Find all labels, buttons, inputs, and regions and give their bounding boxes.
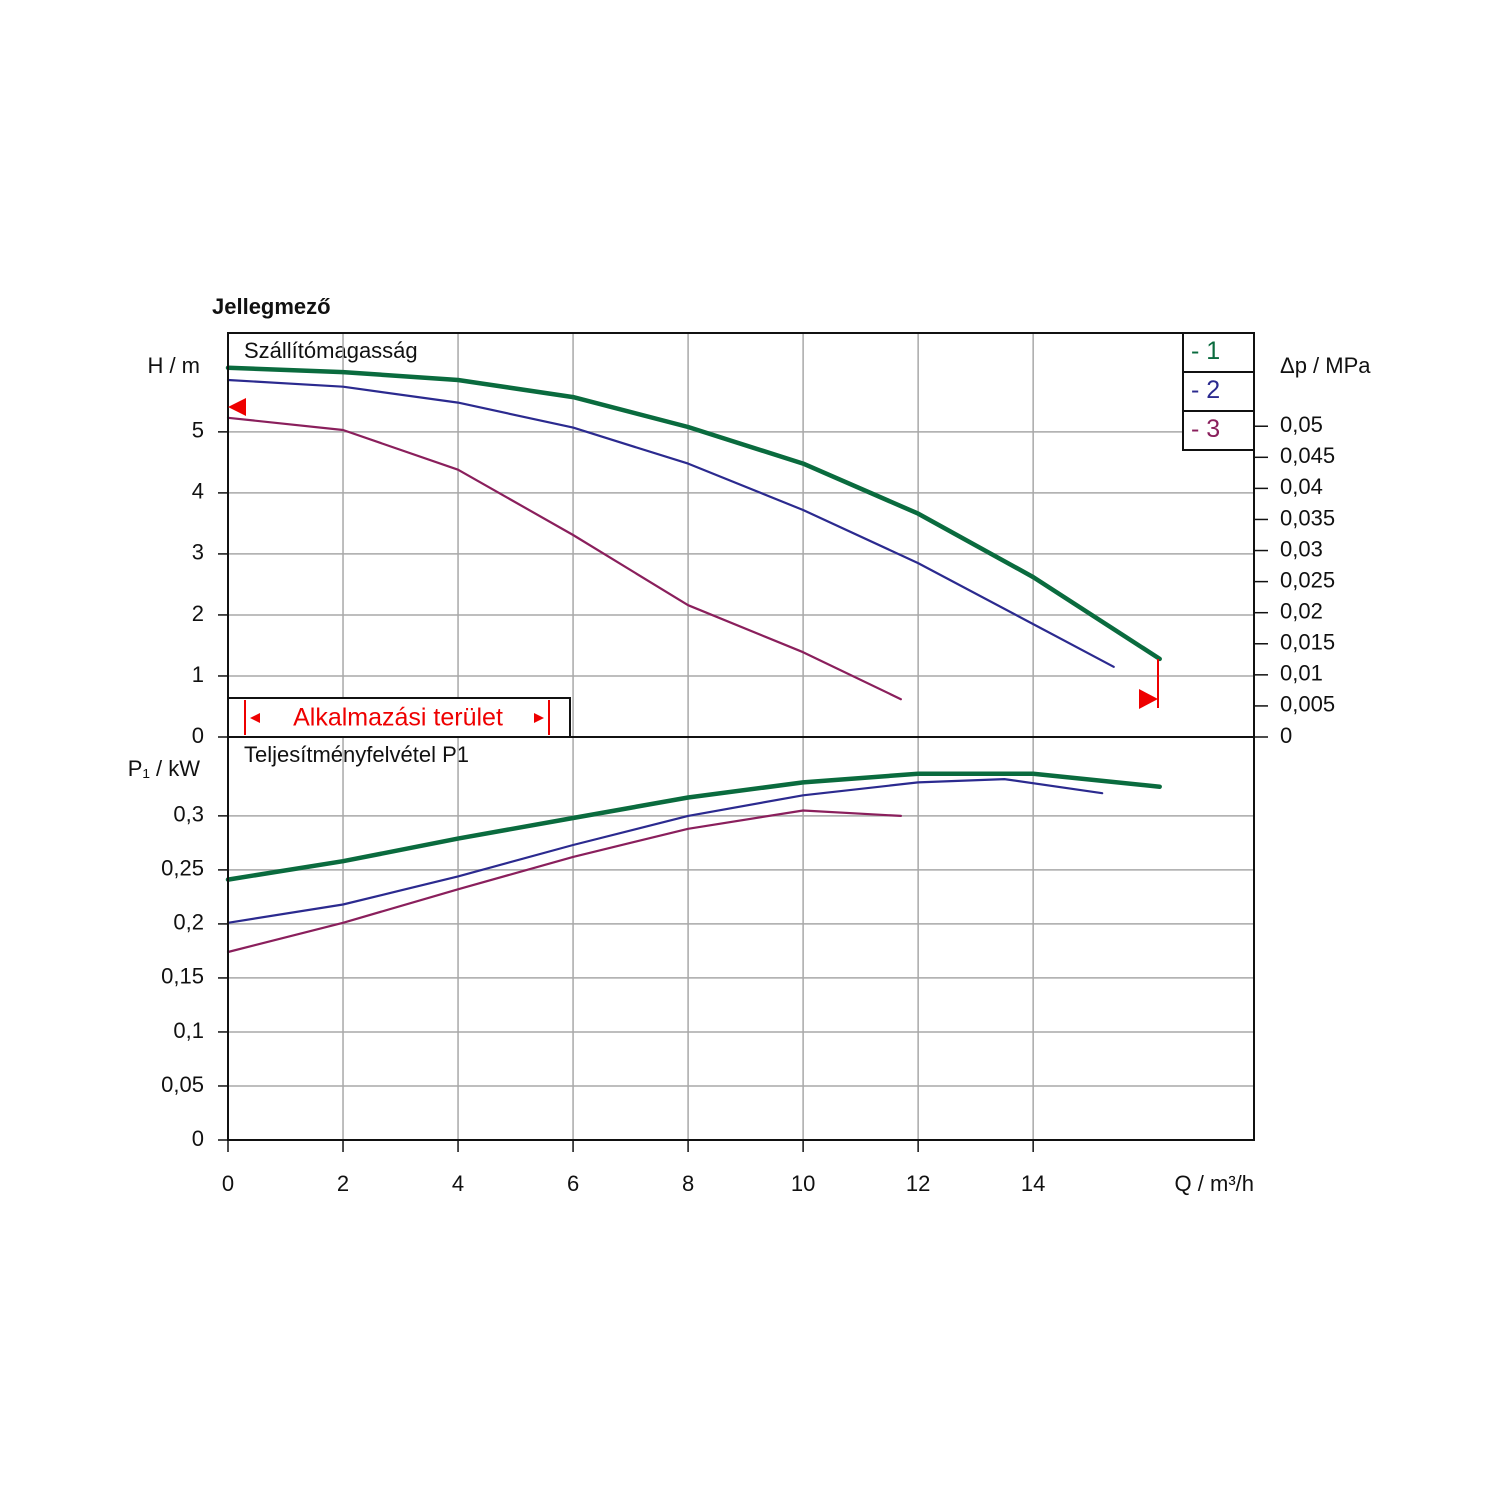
y-axis-label: H / m — [147, 353, 200, 378]
legend-entry: - 2 — [1191, 376, 1220, 404]
y2-tick-label: 0,015 — [1280, 630, 1335, 655]
x-tick-label: 14 — [1021, 1171, 1045, 1196]
y-tick-label: 3 — [192, 540, 204, 565]
y-tick-label: 4 — [192, 479, 204, 504]
arrow — [534, 713, 544, 723]
x-tick-label: 4 — [452, 1171, 464, 1196]
legend-entry: - 1 — [1191, 337, 1220, 365]
y2-tick-label: 0,03 — [1280, 536, 1323, 561]
x-axis-label: Q / m³/h — [1175, 1171, 1254, 1196]
y-tick-label: 0,15 — [161, 964, 204, 989]
legend-entry: - 3 — [1191, 415, 1220, 443]
curve — [226, 378, 1115, 668]
range-marker — [228, 398, 246, 416]
curve — [225, 771, 1162, 882]
y-tick-label: 0,3 — [173, 802, 204, 827]
x-tick-label: 12 — [906, 1171, 930, 1196]
curve — [226, 809, 902, 954]
x-tick-label: 2 — [337, 1171, 349, 1196]
chart-title: Jellegmező — [212, 294, 331, 319]
bottom-subtitle: Teljesítményfelvétel P1 — [244, 742, 469, 767]
y2-axis-label: Δp / MPa — [1280, 353, 1371, 378]
y-tick-label: 5 — [192, 418, 204, 443]
annotation: Alkalmazási terület — [293, 704, 503, 732]
legend-box — [1182, 410, 1255, 451]
y2-tick-label: 0,02 — [1280, 599, 1323, 624]
y2-tick-label: 0,01 — [1280, 661, 1323, 686]
x-tick-label: 8 — [682, 1171, 694, 1196]
y-tick-label: 0 — [192, 723, 204, 748]
y2-tick-label: 0,045 — [1280, 443, 1335, 468]
y-axis-label: P₁ / kW — [128, 756, 200, 781]
grid — [227, 333, 1254, 1140]
y-tick-label: 0,25 — [161, 856, 204, 881]
curve — [226, 778, 1104, 924]
y-tick-label: 1 — [192, 662, 204, 687]
y-tick-label: 0,05 — [161, 1072, 204, 1097]
range-marker — [1139, 689, 1158, 709]
y-tick-label: 0,1 — [173, 1018, 204, 1043]
legend-box — [1182, 371, 1255, 412]
y-tick-label: 0,2 — [173, 910, 204, 935]
top-subtitle: Szállítómagasság — [244, 338, 418, 363]
y2-tick-label: 0,035 — [1280, 505, 1335, 530]
curve — [225, 365, 1162, 662]
y2-tick-label: 0,04 — [1280, 474, 1323, 499]
y2-tick-label: 0 — [1280, 723, 1292, 748]
x-tick-label: 0 — [222, 1171, 234, 1196]
y2-tick-label: 0,025 — [1280, 567, 1335, 592]
curve — [226, 416, 902, 701]
y-tick-label: 0 — [192, 1126, 204, 1151]
y-tick-label: 2 — [192, 601, 204, 626]
y2-tick-label: 0,005 — [1280, 692, 1335, 717]
arrow — [250, 713, 260, 723]
y2-tick-label: 0,05 — [1280, 412, 1323, 437]
x-tick-label: 10 — [791, 1171, 815, 1196]
legend: - 1 - 2 - 3 — [1182, 332, 1255, 451]
curves — [225, 365, 1162, 954]
x-tick-label: 6 — [567, 1171, 579, 1196]
annotation-box — [227, 697, 571, 738]
